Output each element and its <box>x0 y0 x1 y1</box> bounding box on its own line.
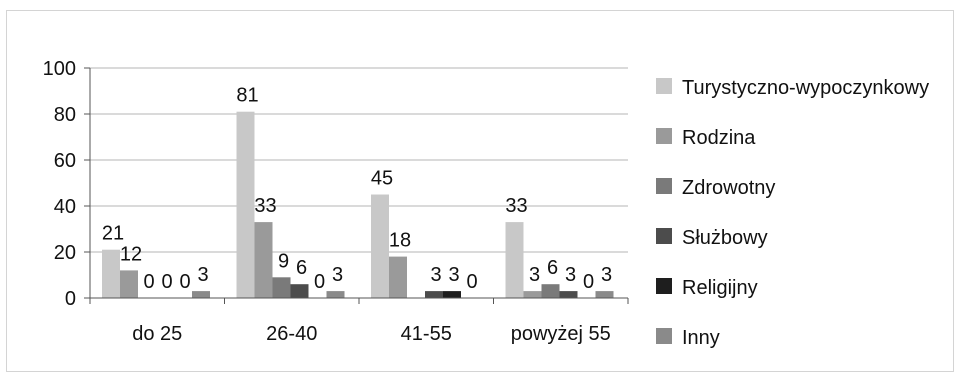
data-label: 3 <box>601 264 612 286</box>
legend-label: Religijny <box>682 277 758 299</box>
data-label: 3 <box>529 264 540 286</box>
legend-label: Rodzina <box>682 127 756 149</box>
grid-lines <box>90 67 628 253</box>
x-tick-label: 41-55 <box>401 323 452 345</box>
bar <box>272 277 291 298</box>
legend-label: Służbowy <box>682 227 768 249</box>
bars <box>102 111 614 298</box>
data-label: 21 <box>102 223 124 245</box>
data-label: 0 <box>161 271 172 293</box>
data-label: 3 <box>448 264 459 286</box>
bar <box>102 249 120 298</box>
data-label: 18 <box>389 230 411 252</box>
bar <box>523 291 542 298</box>
bar <box>254 222 273 298</box>
bar <box>371 194 389 298</box>
bar <box>443 291 461 298</box>
y-tick-label: 0 <box>65 288 76 310</box>
y-axis: 0 20 40 60 80 100 <box>43 58 91 310</box>
data-label: 33 <box>505 195 527 217</box>
legend-swatch <box>656 278 672 294</box>
y-tick-label: 100 <box>43 58 76 80</box>
y-tick-label: 80 <box>54 104 76 126</box>
bar <box>541 284 560 298</box>
legend: Turystyczno-wypoczynkowy Rodzina Zdrowotny… <box>656 77 929 349</box>
bar <box>389 256 407 298</box>
data-label: 6 <box>547 257 558 279</box>
data-label: 0 <box>314 271 325 293</box>
data-label: 0 <box>179 271 190 293</box>
bar <box>595 291 614 298</box>
y-tick-label: 60 <box>54 150 76 172</box>
legend-label: Turystyczno-wypoczynkowy <box>682 77 929 99</box>
bar <box>120 270 138 298</box>
legend-swatch <box>656 228 672 244</box>
bar <box>425 291 443 298</box>
data-label: 0 <box>466 271 477 293</box>
legend-swatch <box>656 78 672 94</box>
x-tick-label: powyżej 55 <box>511 323 611 345</box>
legend-label: Inny <box>682 327 720 349</box>
x-tick-label: 26-40 <box>266 323 317 345</box>
data-label: 6 <box>296 257 307 279</box>
data-label: 12 <box>120 243 142 265</box>
data-label: 3 <box>430 264 441 286</box>
bar <box>559 291 578 298</box>
y-tick-label: 20 <box>54 242 76 264</box>
chart-frame <box>6 10 954 372</box>
data-label: 81 <box>236 85 258 107</box>
legend-label: Zdrowotny <box>682 177 775 199</box>
data-label: 3 <box>197 264 208 286</box>
bar <box>192 291 210 298</box>
data-label: 3 <box>565 264 576 286</box>
bar <box>505 222 524 298</box>
bar <box>326 291 345 298</box>
bar <box>236 111 255 298</box>
bar <box>290 284 309 298</box>
legend-swatch <box>656 128 672 144</box>
data-label: 0 <box>583 271 594 293</box>
data-label: 9 <box>278 250 289 272</box>
y-tick-label: 40 <box>54 196 76 218</box>
legend-swatch <box>656 328 672 344</box>
data-label: 33 <box>254 195 276 217</box>
data-label: 3 <box>332 264 343 286</box>
legend-swatch <box>656 178 672 194</box>
data-label: 0 <box>143 271 154 293</box>
x-tick-label: do 25 <box>132 323 182 345</box>
x-axis: do 25 26-40 41-55 powyżej 55 <box>89 297 629 345</box>
data-label: 45 <box>371 168 393 190</box>
